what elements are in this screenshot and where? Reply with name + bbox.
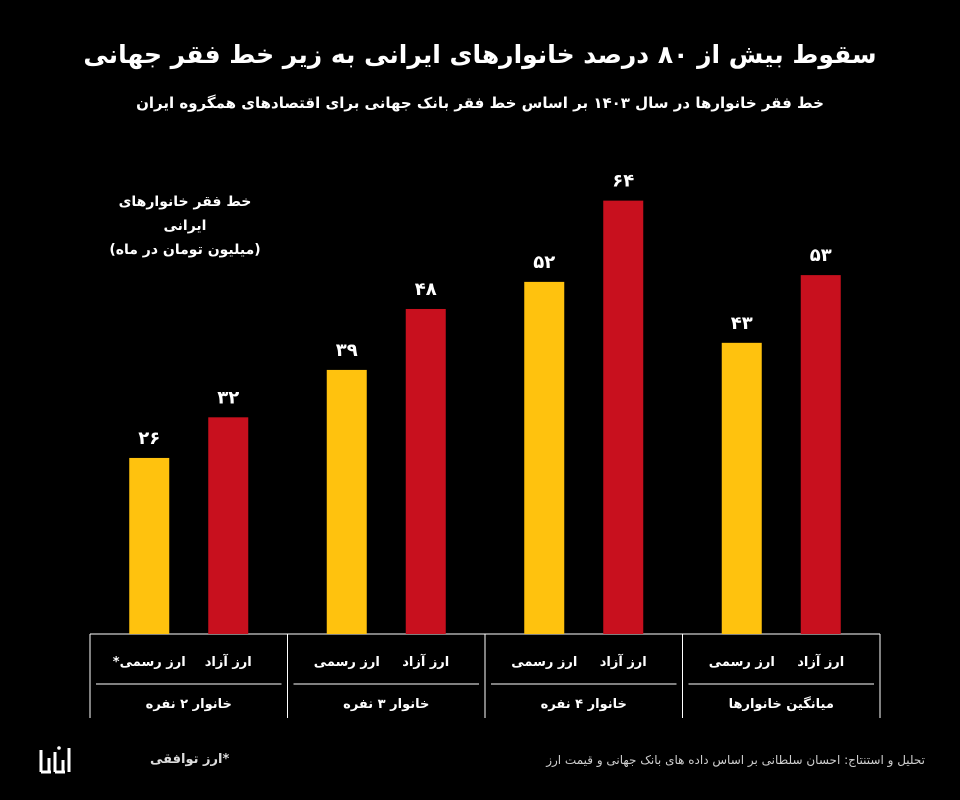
bar-official — [524, 281, 565, 634]
category-label: ارز رسمی — [511, 655, 577, 670]
bar-value-label: ۵۳ — [810, 245, 832, 266]
bar-free — [603, 200, 644, 634]
bar-official — [129, 457, 170, 634]
category-label: ارز آزاد — [205, 653, 252, 670]
bar-official — [326, 369, 367, 634]
chart-subtitle: خط فقر خانوارها در سال ۱۴۰۳ بر اساس خط ف… — [136, 94, 824, 112]
category-label: ارز آزاد — [600, 653, 647, 670]
bar-free — [405, 308, 446, 634]
author-logo-icon — [39, 746, 71, 774]
bar-value-label: ۴۸ — [415, 279, 437, 300]
bar-free — [800, 275, 841, 634]
group-label: خانوار ۳ نفره — [343, 697, 429, 712]
bar-free — [208, 417, 249, 634]
group-label: خانوار ۲ نفره — [146, 697, 232, 712]
category-label: ارز آزاد — [402, 653, 449, 670]
bar-value-label: ۴۳ — [731, 313, 753, 334]
bar-value-label: ۲۶ — [138, 428, 160, 449]
footnote: *ارز توافقی — [150, 752, 230, 767]
category-label: ارز رسمی* — [113, 655, 186, 670]
group-label: میانگین خانوارها — [729, 696, 834, 712]
bar-value-label: ۶۴ — [612, 171, 634, 192]
category-label: ارز آزاد — [797, 653, 844, 670]
group-label: خانوار ۴ نفره — [541, 697, 627, 712]
bar-value-label: ۳۲ — [217, 387, 239, 408]
category-label: ارز رسمی — [314, 655, 380, 670]
source-credit: تحلیل و استنتاج: احسان سلطانی بر اساس دا… — [546, 753, 925, 767]
category-label: ارز رسمی — [709, 655, 775, 670]
chart-title: سقوط بیش از ۸۰ درصد خانوارهای ایرانی به … — [83, 40, 877, 69]
bar-value-label: ۵۲ — [533, 252, 555, 273]
bar-official — [721, 342, 762, 634]
y-axis-label: خط فقر خانوارهای ایرانی (میلیون تومان در… — [95, 190, 275, 262]
bar-value-label: ۳۹ — [336, 340, 358, 361]
y-axis-label-line1: خط فقر خانوارهای ایرانی — [118, 194, 252, 234]
y-axis-label-line2: (میلیون تومان در ماه) — [109, 242, 261, 258]
